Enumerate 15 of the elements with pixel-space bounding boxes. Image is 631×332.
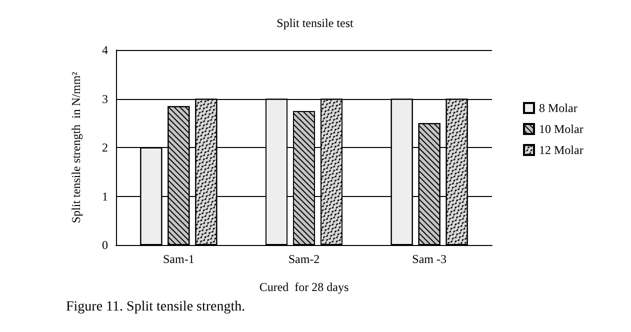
x-tick-label: Sam-2 <box>288 252 320 266</box>
y-tick-label: 0 <box>102 238 108 252</box>
chart-title: Split tensile test <box>276 16 354 30</box>
x-axis-title: Cured for 28 days <box>259 280 349 294</box>
legend-label: 8 Molar <box>539 101 578 115</box>
y-tick-label: 4 <box>102 43 108 57</box>
y-axis-title: Split tensile strength in N/mm² <box>69 71 83 224</box>
legend-label: 10 Molar <box>539 122 584 136</box>
caption: Figure 11. Split tensile strength. <box>66 300 246 314</box>
y-tick-label: 3 <box>102 92 108 106</box>
y-tick-label: 2 <box>102 140 108 154</box>
y-tick-label: 1 <box>102 189 108 204</box>
x-tick-label: Sam -3 <box>412 252 447 266</box>
x-tick-label: Sam-1 <box>162 252 194 266</box>
legend-label: 12 Molar <box>539 143 584 157</box>
